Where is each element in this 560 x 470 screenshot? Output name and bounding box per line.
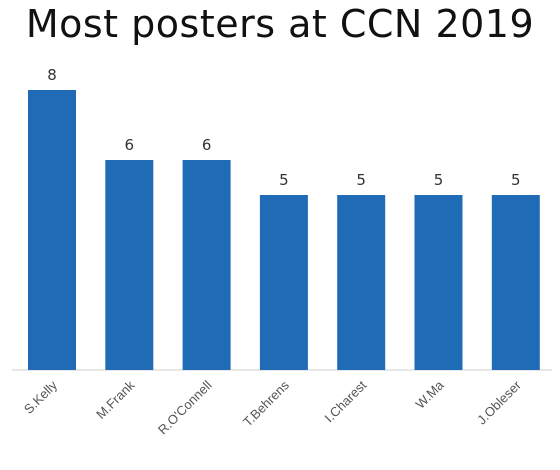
tick-label-5: W.Ma — [413, 377, 448, 412]
bar-0 — [28, 90, 76, 370]
data-label-0: 8 — [47, 66, 57, 84]
data-label-3: 5 — [279, 171, 289, 189]
data-label-5: 5 — [434, 171, 444, 189]
bar-2 — [182, 160, 231, 370]
data-label-4: 5 — [356, 171, 366, 189]
tick-labels-group: S.Kelly M.Frank R.O'Connell T.Behrens I.Char… — [21, 377, 524, 437]
tick-label-2: R.O'Connell — [155, 377, 215, 437]
tick-label-4: I.Charest — [321, 377, 369, 425]
bars-group — [28, 90, 540, 370]
tick-label-0: S.Kelly — [21, 377, 61, 417]
tick-label-1: M.Frank — [93, 377, 138, 422]
data-labels-group: 8 6 6 5 5 5 5 — [47, 66, 520, 189]
bar-4 — [337, 195, 386, 370]
data-label-2: 6 — [202, 136, 212, 154]
bar-1 — [105, 160, 154, 370]
bar-5 — [414, 195, 463, 370]
chart-title: Most posters at CCN 2019 — [25, 2, 535, 46]
tick-label-6: J.Obleser — [474, 377, 524, 427]
tick-label-3: T.Behrens — [240, 377, 292, 429]
data-label-6: 5 — [511, 171, 521, 189]
bar-6 — [491, 195, 540, 370]
data-label-1: 6 — [125, 136, 135, 154]
bar-3 — [259, 195, 308, 370]
